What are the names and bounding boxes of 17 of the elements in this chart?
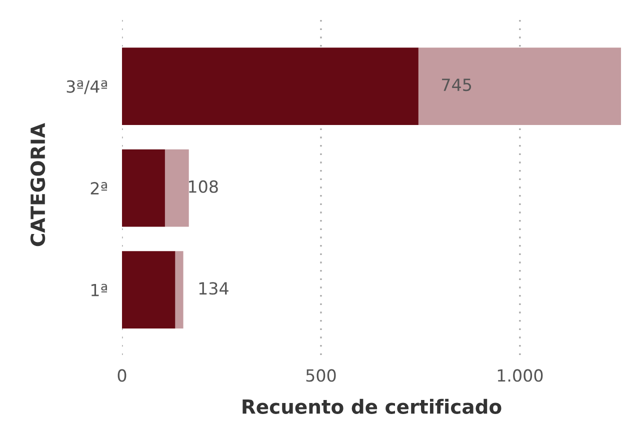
x-tick-label: 500	[306, 369, 336, 382]
bar	[122, 251, 176, 329]
y-tick-label: 3ª/4ª	[66, 80, 107, 94]
data-label: 745	[442, 78, 472, 92]
y-tick-label: 1ª	[91, 284, 107, 296]
data-label: 134	[199, 282, 228, 295]
x-axis-title: Recuento de certificado	[242, 398, 502, 414]
bar	[122, 48, 418, 125]
y-axis-title: CATEGORIA	[30, 123, 46, 246]
bar	[175, 251, 184, 329]
bar	[122, 149, 165, 227]
x-tick-label: 1.000	[498, 369, 543, 382]
bar	[164, 149, 189, 227]
data-label: 108	[189, 180, 218, 193]
x-tick-label: 0	[118, 369, 126, 382]
bar	[418, 48, 621, 125]
y-tick-label: 2ª	[90, 182, 107, 194]
